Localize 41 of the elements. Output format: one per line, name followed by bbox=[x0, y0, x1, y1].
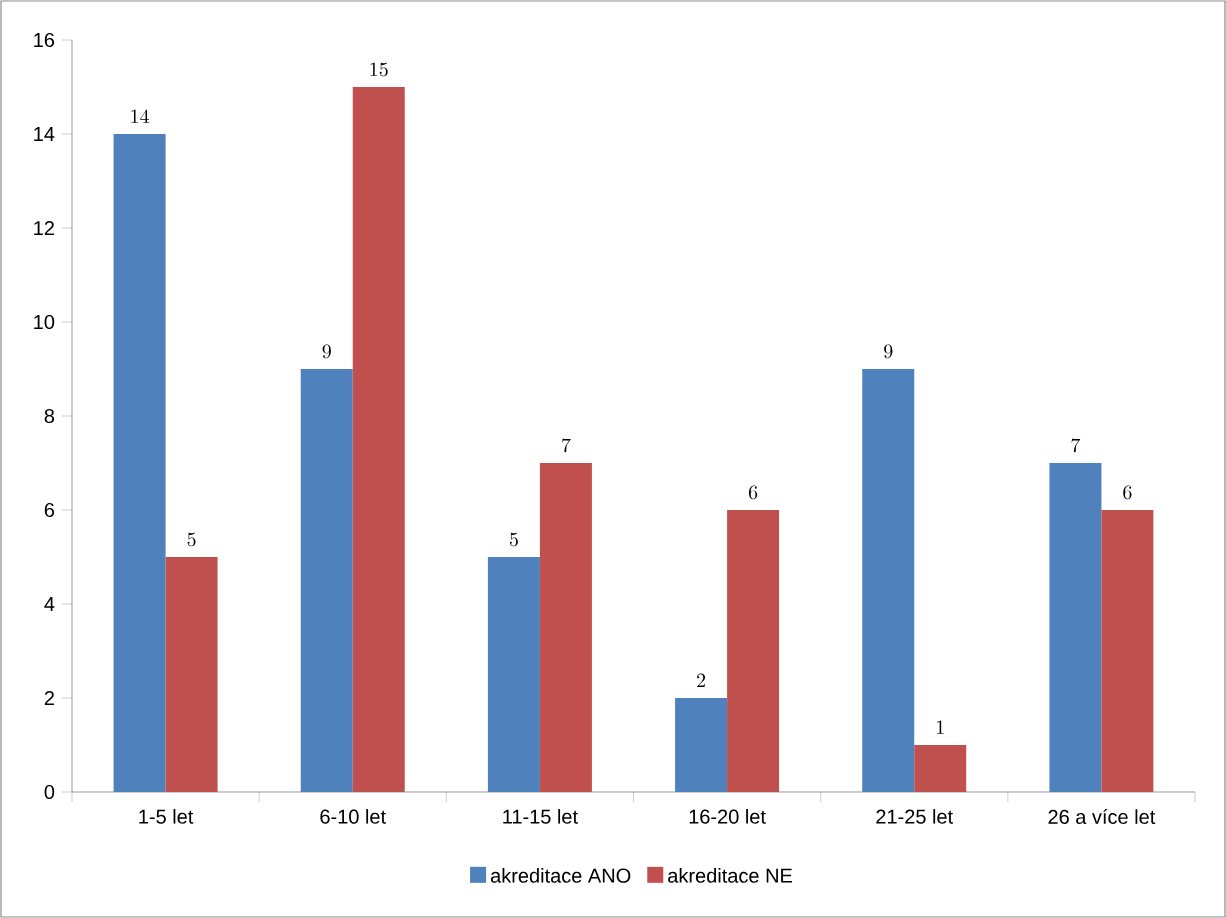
data-label: 7 bbox=[562, 438, 571, 453]
legend-label: akreditace NE bbox=[668, 868, 792, 883]
y-tick-label: 12 bbox=[34, 221, 54, 235]
y-tick-label: 4 bbox=[44, 597, 55, 611]
x-tick-label: 11-15 let bbox=[503, 809, 578, 824]
bar bbox=[862, 369, 915, 792]
x-tick-label: 26 a více let bbox=[1048, 809, 1156, 824]
data-label: 5 bbox=[187, 532, 196, 547]
x-tick-label: 1-5 let bbox=[139, 809, 194, 824]
data-label: 6 bbox=[1123, 485, 1132, 500]
y-tick-label: 2 bbox=[44, 691, 54, 705]
bar bbox=[539, 463, 592, 792]
x-tick-label: 6-10 let bbox=[320, 809, 386, 824]
bar bbox=[727, 510, 780, 792]
y-tick-label: 16 bbox=[34, 32, 55, 48]
data-label: 9 bbox=[322, 344, 331, 359]
data-label: 9 bbox=[884, 344, 893, 359]
bar bbox=[352, 87, 405, 792]
bar bbox=[113, 134, 166, 792]
x-tick-label: 21-25 let bbox=[876, 809, 953, 824]
data-label: 5 bbox=[509, 532, 518, 547]
y-tick-label: 6 bbox=[44, 502, 55, 518]
bar bbox=[487, 557, 540, 792]
legend-label: akreditace ANO bbox=[490, 868, 631, 883]
data-label: 15 bbox=[370, 62, 388, 77]
bar bbox=[1101, 510, 1154, 792]
y-tick-label: 0 bbox=[44, 784, 55, 800]
y-tick-label: 8 bbox=[44, 408, 55, 424]
y-tick-label: 10 bbox=[34, 314, 55, 330]
y-tick-label: 14 bbox=[34, 127, 55, 141]
data-label: 2 bbox=[697, 673, 706, 687]
bar bbox=[914, 745, 967, 792]
data-label: 7 bbox=[1071, 438, 1081, 453]
bar bbox=[300, 369, 353, 792]
data-label: 6 bbox=[748, 485, 758, 500]
x-tick-label: 16-20 let bbox=[689, 809, 766, 824]
bar bbox=[165, 557, 218, 792]
data-label: 1 bbox=[937, 720, 944, 734]
bar bbox=[1049, 463, 1102, 792]
bar bbox=[675, 698, 728, 792]
data-label: 14 bbox=[131, 109, 149, 123]
